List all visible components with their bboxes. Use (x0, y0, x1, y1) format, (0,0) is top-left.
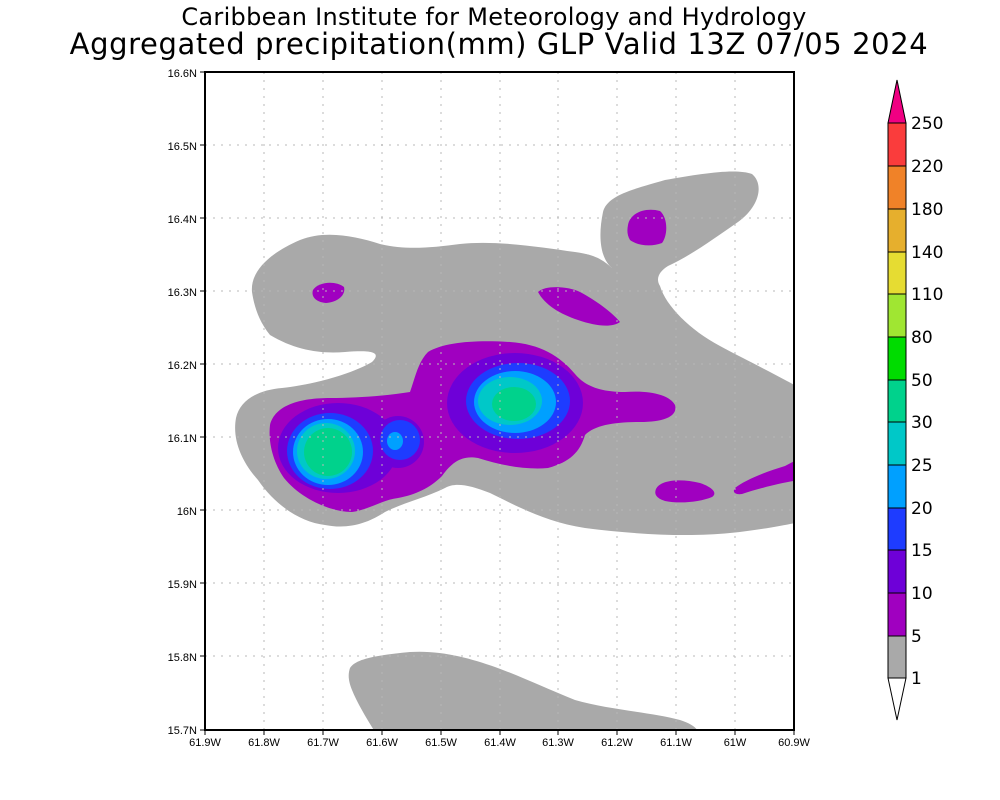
x-tick-label: 61.9W (189, 737, 221, 749)
axis-ticks (200, 71, 795, 735)
colorbar-label: 220 (911, 157, 943, 177)
colorbar-label: 1 (911, 669, 922, 689)
colorbar-swatch-110-140 (887, 251, 907, 295)
colorbar-swatch-140-180 (887, 208, 907, 253)
precip-area-30-50mm-central (492, 387, 536, 421)
y-axis-labels: 15.7N 15.8N 15.9N 16N 16.1N 16.2N 16.3N … (168, 68, 197, 737)
y-tick-label: 15.8N (168, 652, 197, 664)
precip-area-5-10mm-ne (627, 209, 667, 246)
colorbar-swatch-180-220 (887, 165, 907, 210)
colorbar-swatch-30-50 (887, 379, 907, 423)
colorbar-label: 50 (911, 371, 933, 391)
colorbar-label: 5 (911, 627, 922, 647)
colorbar-swatch-15-20 (887, 507, 907, 551)
precip-area-20-25mm-mid (387, 432, 403, 450)
x-tick-label: 61.1W (660, 737, 692, 749)
colorbar-min-arrow (887, 677, 907, 721)
colorbar-swatch-220-250 (887, 122, 907, 167)
y-tick-label: 16.5N (168, 141, 197, 153)
y-tick-label: 16.6N (168, 68, 197, 80)
x-tick-label: 61.3W (542, 737, 574, 749)
x-tick-label: 61.6W (366, 737, 398, 749)
precip-area-5-10mm-e1 (655, 480, 715, 503)
product-title: Aggregated precipitation(mm) GLP Valid 1… (69, 27, 929, 61)
y-tick-label: 15.7N (168, 725, 197, 737)
precip-area-30-50mm-west (304, 428, 352, 476)
y-tick-label: 16N (177, 506, 197, 518)
x-axis-labels: 61.9W 61.8W 61.7W 61.6W 61.5W 61.4W 61.3… (189, 737, 810, 749)
colorbar-swatch-20-25 (887, 464, 907, 509)
colorbar-label: 140 (911, 243, 943, 263)
colorbar-label: 25 (911, 456, 933, 476)
x-tick-label: 61.5W (425, 737, 457, 749)
y-tick-label: 15.9N (168, 579, 197, 591)
colorbar-max-arrow (887, 79, 907, 124)
x-tick-label: 61.8W (248, 737, 280, 749)
colorbar-label: 15 (911, 541, 933, 561)
precip-area-5-10mm-n1 (312, 282, 345, 303)
y-tick-label: 16.2N (168, 360, 197, 372)
colorbar: 1 5 10 15 20 25 30 50 80 110 140 180 220… (887, 79, 943, 721)
x-tick-label: 61W (724, 737, 747, 749)
map-gridlines (205, 72, 794, 730)
colorbar-swatch-10-15 (887, 549, 907, 594)
precip-area-5-10mm-e2 (733, 461, 794, 495)
colorbar-swatch-1-5 (887, 635, 907, 679)
colorbar-label: 80 (911, 328, 933, 348)
institute-title: Caribbean Institute for Meteorology and … (181, 3, 807, 31)
y-tick-label: 16.4N (168, 214, 197, 226)
y-tick-label: 16.1N (168, 433, 197, 445)
colorbar-label: 30 (911, 413, 933, 433)
colorbar-label: 180 (911, 200, 943, 220)
x-tick-label: 60.9W (778, 737, 810, 749)
colorbar-swatch-80-110 (887, 293, 907, 338)
x-tick-label: 61.4W (484, 737, 516, 749)
y-tick-label: 16.3N (168, 287, 197, 299)
colorbar-label: 10 (911, 584, 933, 604)
precip-field (235, 171, 794, 730)
colorbar-swatch-5-10 (887, 592, 907, 637)
colorbar-label: 110 (911, 285, 943, 305)
colorbar-label: 20 (911, 499, 933, 519)
colorbar-swatch-50-80 (887, 336, 907, 381)
x-tick-label: 61.7W (307, 737, 339, 749)
colorbar-label: 250 (911, 114, 943, 134)
x-tick-label: 61.2W (601, 737, 633, 749)
precip-area-1-5mm-south (348, 651, 698, 730)
colorbar-swatch-25-30 (887, 421, 907, 466)
